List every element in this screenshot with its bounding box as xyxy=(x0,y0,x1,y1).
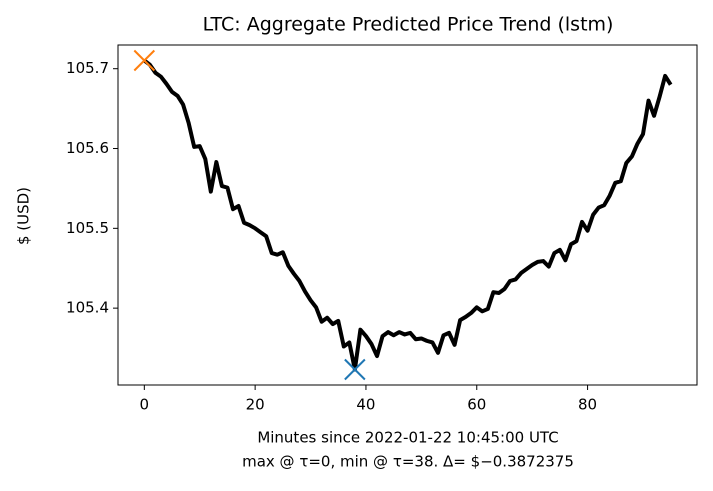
plot-frame xyxy=(117,44,698,386)
x-tick-label: 40 xyxy=(356,396,375,414)
x-tick-label: 60 xyxy=(467,396,486,414)
x-axis-label: Minutes since 2022-01-22 10:45:00 UTC xyxy=(257,429,558,447)
x-axis-label: max @ τ=0, min @ τ=38. Δ= $−0.3872375 xyxy=(242,453,574,471)
extreme-marker xyxy=(344,358,366,381)
y-axis-label: $ (USD) xyxy=(15,187,33,245)
y-tick-label: 105.4 xyxy=(66,299,109,317)
y-tick-label: 105.7 xyxy=(66,59,109,77)
x-tick-label: 0 xyxy=(140,396,150,414)
y-tick-label: 105.6 xyxy=(66,139,109,157)
x-tick-label: 20 xyxy=(246,396,265,414)
x-tick-label: 80 xyxy=(578,396,597,414)
y-tick-label: 105.5 xyxy=(66,219,109,237)
extreme-marker xyxy=(133,49,156,72)
line xyxy=(143,58,673,372)
chart-title: LTC: Aggregate Predicted Price Trend (ls… xyxy=(203,14,614,36)
